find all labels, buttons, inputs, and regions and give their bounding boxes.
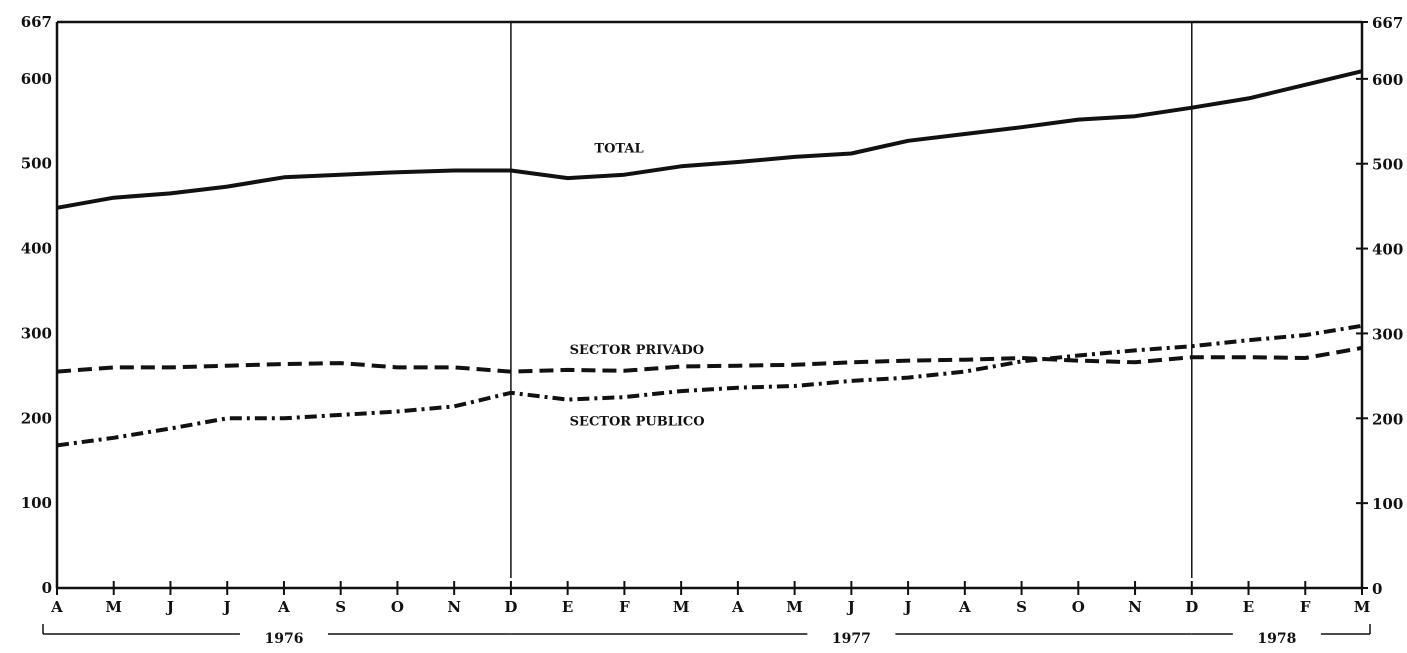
x-tick-label: D [1185,598,1198,616]
x-tick-label: N [1128,598,1142,616]
right-y-axis: 0 100 200 300 400 500 600 667 [1356,14,1403,598]
x-tick-label: J [903,598,912,616]
series-label: SECTOR PRIVADO [570,343,704,358]
y-tick-label-left: 200 [21,409,52,427]
y-tick-label-left: 100 [21,494,52,512]
y-tick-label-left: 667 [21,13,52,31]
y-tick-label-right: 0 [1372,580,1382,598]
x-tick-label: M [786,598,803,616]
series-labels: TOTAL SECTOR PRIVADO SECTOR PUBLICO [570,142,705,430]
series-label: TOTAL [594,142,643,157]
series-line-sector-privado [56,345,1363,374]
y-tick-label-left: 400 [21,240,52,258]
x-tick-label: A [958,598,971,616]
x-tick-label: A [50,598,63,616]
x-tick-label: D [504,598,517,616]
year-bracket: 1976 1977 1978 [42,624,1371,647]
x-tick-label: E [1243,598,1254,616]
x-tick-label: S [1016,598,1027,616]
year-label: 1976 [264,631,303,647]
x-tick-label: O [1072,598,1085,616]
x-tick-label: J [222,598,231,616]
x-tick-label: M [105,598,122,616]
y-tick-label-left: 600 [21,70,52,88]
x-tick-label: O [391,598,404,616]
y-tick-label-left: 300 [21,324,52,342]
series-line-sector-publico [56,323,1363,448]
y-tick-label-right: 400 [1372,241,1403,259]
x-tick-label: E [562,598,573,616]
y-tick-label-right: 100 [1372,495,1403,513]
y-tick-label-right: 667 [1372,14,1403,32]
series-lines [56,69,1363,448]
left-y-axis: 0 100 200 300 400 500 600 667 [21,13,52,597]
year-label: 1977 [832,631,871,647]
x-tick-label: F [619,598,630,616]
x-tick-label: A [731,598,744,616]
x-tick-label: A [277,598,290,616]
x-tick-label: S [335,598,346,616]
x-tick-label: J [846,598,855,616]
x-tick-label: N [447,598,461,616]
year-label: 1978 [1257,631,1296,647]
x-tick-label: M [1354,598,1371,616]
y-tick-label-right: 600 [1372,71,1403,89]
y-tick-label-right: 200 [1372,410,1403,428]
y-tick-label-left: 500 [21,155,52,173]
y-tick-label-right: 500 [1372,156,1403,174]
x-tick-label: J [165,598,174,616]
y-tick-label-left: 0 [42,579,52,597]
y-tick-label-right: 300 [1372,325,1403,343]
x-tick-label: M [673,598,690,616]
plot-frame [55,20,1364,590]
series-line-total [56,69,1363,210]
series-label: SECTOR PUBLICO [570,415,705,430]
x-tick-label: F [1300,598,1311,616]
